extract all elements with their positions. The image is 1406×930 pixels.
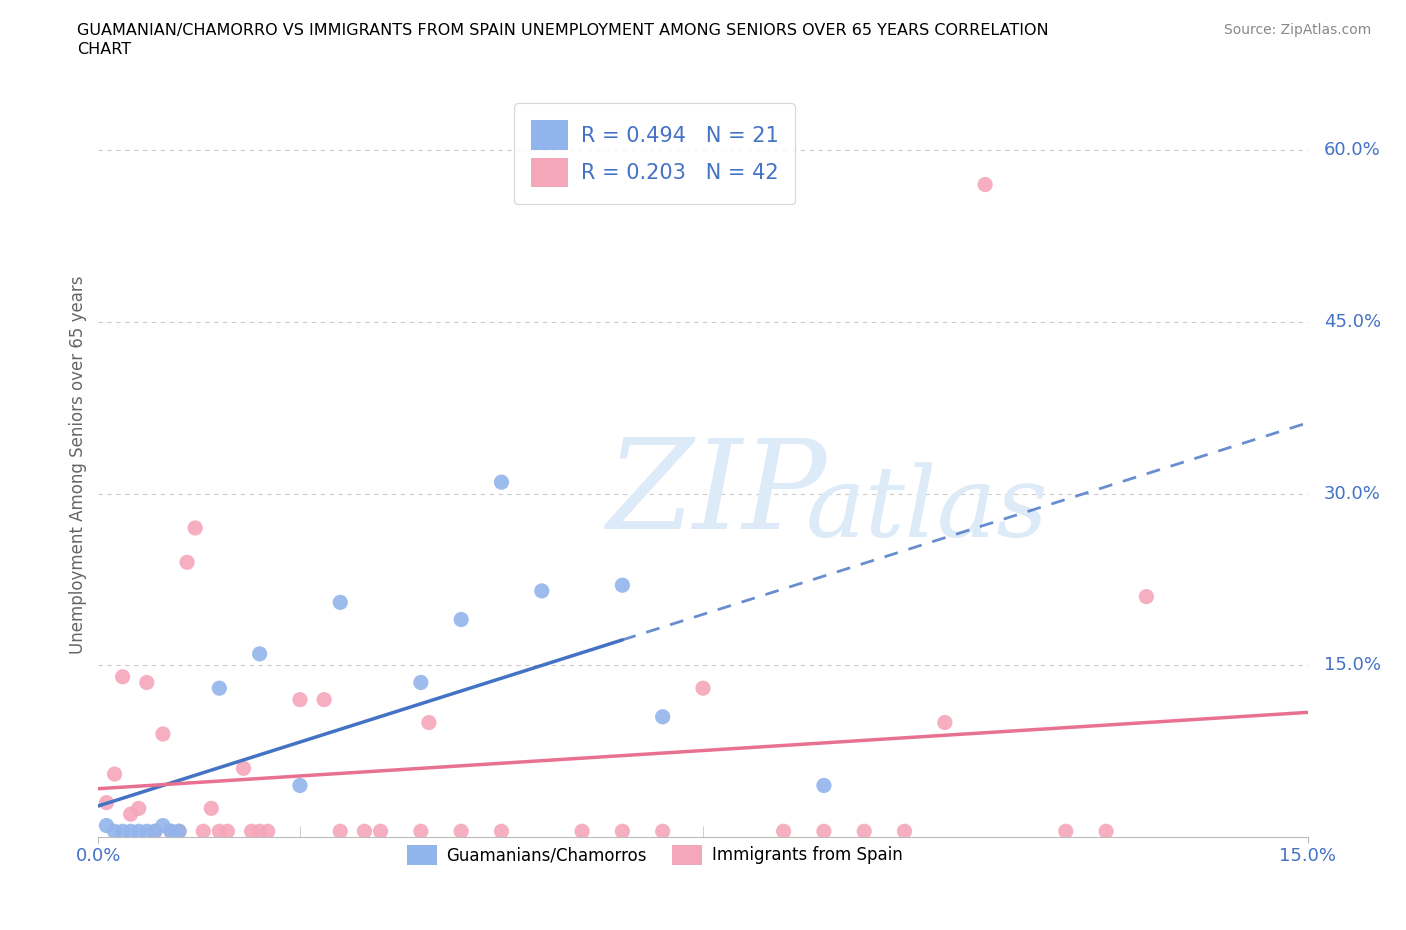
Point (184, 521, 207, 536)
Point (853, 824, 876, 839)
Point (329, 824, 352, 839)
Point (152, 818, 174, 833)
Point (96, 818, 118, 833)
Text: Source: ZipAtlas.com: Source: ZipAtlas.com (1223, 23, 1371, 37)
Point (329, 595, 352, 610)
Text: 15.0%: 15.0% (1323, 657, 1381, 674)
Point (256, 824, 278, 839)
Point (651, 824, 673, 839)
Point (651, 710, 673, 724)
Point (200, 801, 222, 816)
Point (418, 715, 440, 730)
Point (128, 824, 150, 839)
Point (135, 675, 157, 690)
Point (111, 670, 134, 684)
Point (450, 824, 472, 839)
Point (135, 824, 157, 839)
Point (1095, 824, 1118, 839)
Point (1135, 590, 1157, 604)
Text: atlas: atlas (806, 462, 1049, 557)
Point (160, 824, 183, 839)
Y-axis label: Unemployment Among Seniors over 65 years: Unemployment Among Seniors over 65 years (69, 276, 87, 654)
Point (692, 681, 714, 696)
Point (934, 715, 956, 730)
Point (288, 778, 311, 793)
Point (612, 824, 634, 839)
Point (167, 824, 190, 839)
Point (120, 806, 142, 821)
Point (893, 824, 915, 839)
Point (111, 824, 134, 839)
Text: ZIP: ZIP (606, 434, 827, 555)
Point (208, 681, 231, 696)
Point (249, 646, 271, 661)
Point (160, 824, 183, 839)
Point (143, 824, 166, 839)
Point (813, 824, 835, 839)
Point (571, 824, 593, 839)
Point (409, 675, 432, 690)
Point (103, 824, 125, 839)
Point (96, 795, 118, 810)
Point (530, 583, 553, 598)
Point (288, 692, 311, 707)
Point (240, 824, 263, 839)
Point (813, 778, 835, 793)
Point (120, 824, 142, 839)
Text: 30.0%: 30.0% (1323, 485, 1381, 502)
Text: CHART: CHART (77, 42, 131, 57)
Point (193, 824, 215, 839)
Point (152, 726, 174, 741)
Point (491, 824, 513, 839)
Point (217, 824, 239, 839)
Point (772, 824, 794, 839)
Point (491, 474, 513, 489)
Point (167, 824, 190, 839)
Point (128, 801, 150, 816)
Point (974, 177, 997, 192)
Text: 60.0%: 60.0% (1323, 141, 1381, 159)
Point (208, 824, 231, 839)
Text: GUAMANIAN/CHAMORRO VS IMMIGRANTS FROM SPAIN UNEMPLOYMENT AMONG SENIORS OVER 65 Y: GUAMANIAN/CHAMORRO VS IMMIGRANTS FROM SP… (77, 23, 1049, 38)
Point (450, 612, 472, 627)
Point (612, 578, 634, 592)
Point (370, 824, 392, 839)
Legend: Guamanians/Chamorros, Immigrants from Spain: Guamanians/Chamorros, Immigrants from Sp… (398, 836, 911, 873)
Text: 45.0%: 45.0% (1323, 312, 1381, 331)
Point (314, 692, 336, 707)
Point (232, 761, 254, 776)
Point (143, 824, 166, 839)
Point (353, 824, 375, 839)
Point (409, 824, 432, 839)
Point (1054, 824, 1077, 839)
Point (103, 766, 125, 781)
Point (176, 555, 198, 570)
Point (249, 824, 271, 839)
